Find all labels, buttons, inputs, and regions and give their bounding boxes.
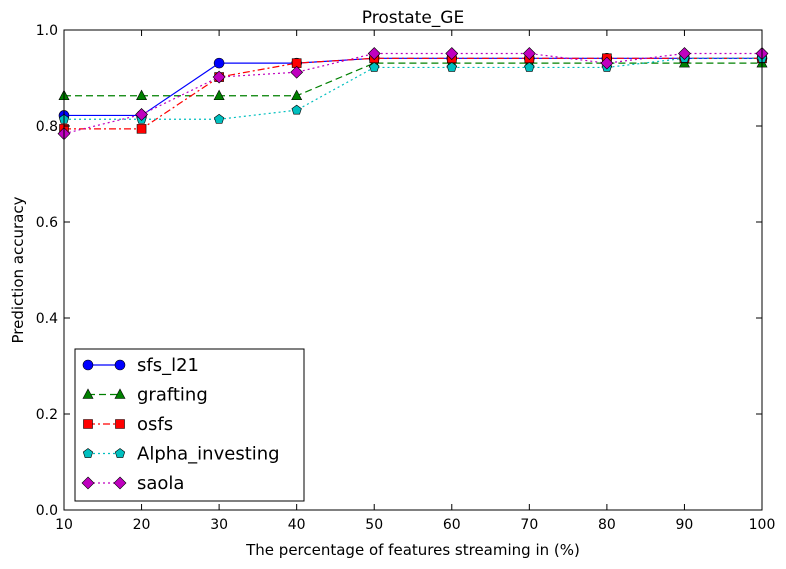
series-line-Alpha_investing [64,57,762,120]
data-point-saola [522,47,536,60]
series-layer [57,47,769,141]
legend-marker [82,388,94,399]
x-tick-label: 90 [676,517,694,533]
x-tick-label: 70 [520,517,538,533]
data-point-saola [678,47,691,60]
chart-title: Prostate_GE [362,8,464,28]
x-tick-label: 50 [365,517,383,533]
y-tick-label: 0.0 [36,503,58,519]
legend-box [74,348,305,502]
x-axis-label: The percentage of features streaming in … [245,541,580,559]
legend-entry: saola [81,473,184,494]
legend-label: sfs_l21 [137,355,199,376]
legend-label: osfs [137,414,173,435]
data-point-Alpha_investing [369,62,380,72]
legend-label: Alpha_investing [137,444,280,465]
plot-area [57,47,769,141]
legend-entry: Alpha_investing [82,444,280,465]
data-point-Alpha_investing [214,113,225,124]
legend-marker [114,448,126,458]
series-grafting [58,56,768,101]
data-point-saola [445,47,459,60]
data-point-osfs [136,124,147,134]
series-line-saola [63,52,762,135]
legend-marker [113,476,127,490]
legend-marker [82,359,94,371]
legend-marker [83,419,93,429]
series-osfs [59,53,767,134]
data-point-Alpha_investing [524,62,535,72]
series-saola [57,47,769,141]
series-line-grafting [64,62,762,97]
x-tick-label: 40 [288,517,306,533]
data-point-osfs [291,58,302,68]
y-tick-label: 1.0 [36,23,58,39]
data-point-grafting [213,89,225,101]
data-point-Alpha_investing [446,62,457,72]
legend-entry: sfs_l21 [82,355,199,376]
legend-label: saola [137,473,184,494]
data-point-Alpha_investing [291,104,302,115]
y-tick-label: 0.8 [36,119,58,135]
y-axis-label: Prediction accuracy [9,196,27,343]
data-point-grafting [136,89,148,101]
x-tick-label: 10 [55,517,73,533]
legend-marker [115,419,125,429]
data-point-saola [290,65,304,79]
legend-entry: osfs [83,414,173,435]
x-tick-label: 80 [598,517,616,533]
series-line-osfs [64,57,762,130]
data-point-grafting [291,89,303,101]
x-tick-label: 100 [749,517,776,533]
legend-marker [114,359,126,371]
y-tick-label: 0.6 [36,215,58,231]
x-tick-label: 20 [133,517,151,533]
data-point-saola [367,47,381,60]
legend-entry: grafting [82,385,208,406]
legend-marker [82,448,94,458]
tick-layer: 10 20 30 40 50 60 70 80 90 100 0.0 0.2 0.4 0.6 0.8 1.0 [36,23,776,533]
y-tick-label: 0.4 [36,311,58,327]
legend-marker [114,388,126,399]
y-tick-label: 0.2 [36,407,58,423]
data-point-sfs_l21 [213,57,225,69]
data-point-saola [135,108,148,121]
x-tick-label: 30 [210,517,228,533]
legend-marker [81,476,95,490]
data-point-saola [212,70,226,84]
x-tick-label: 60 [443,517,461,533]
data-point-saola [600,56,614,70]
legend-label: grafting [137,385,208,406]
plot-frame [63,29,763,511]
